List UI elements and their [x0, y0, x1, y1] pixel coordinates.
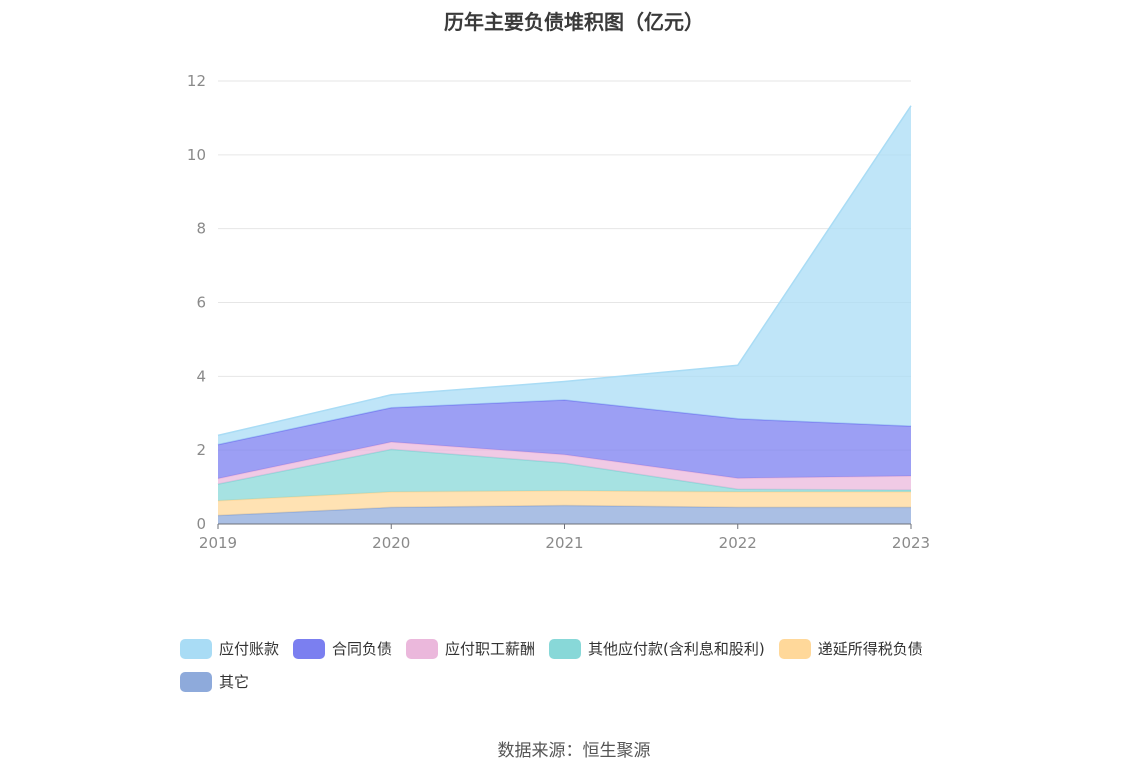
- legend-swatch: [778, 638, 811, 659]
- legend-item[interactable]: 合同负债: [293, 638, 392, 659]
- chart-title: 历年主要负债堆积图（亿元）: [444, 10, 704, 34]
- x-tick-label: 2022: [719, 534, 757, 552]
- series-area-4[interactable]: [218, 399, 911, 479]
- y-tick-label: 10: [187, 146, 206, 164]
- legend-swatch: [406, 638, 439, 659]
- legend-label: 递延所得税负债: [817, 640, 923, 658]
- x-tick-label: 2023: [892, 534, 930, 552]
- series-area-5[interactable]: [218, 105, 911, 445]
- legend-swatch: [180, 638, 212, 659]
- legend-label: 其它: [219, 673, 250, 691]
- x-tick-label: 2019: [199, 534, 237, 552]
- data-source-note: 数据来源：恒生聚源: [497, 741, 651, 761]
- legend-item[interactable]: 递延所得税负债: [778, 638, 923, 659]
- legend-label: 应付账款: [219, 640, 280, 658]
- legend-item[interactable]: 其它: [180, 671, 249, 692]
- y-tick-label: 8: [196, 220, 206, 238]
- y-tick-label: 2: [196, 441, 206, 459]
- legend: 应付账款 合同负债 应付职工薪酬 其他应付款(含利息和股利) 递延所得税负债其它: [180, 638, 1000, 704]
- legend-item[interactable]: 应付职工薪酬: [406, 638, 535, 659]
- legend-swatch: [549, 638, 582, 659]
- y-tick-label: 6: [196, 294, 206, 312]
- y-tick-label: 12: [187, 72, 206, 90]
- legend-label: 应付职工薪酬: [445, 640, 536, 658]
- y-tick-label: 4: [196, 367, 206, 385]
- series-line-5: [217, 105, 912, 437]
- axes: 0 2 4 6 8 10 12 2019 2020 2021 2022 2023: [187, 72, 930, 552]
- legend-label: 合同负债: [332, 640, 393, 658]
- legend-label: 其他应付款(含利息和股利): [588, 640, 765, 658]
- legend-swatch: [293, 638, 326, 659]
- y-tick-label: 0: [196, 515, 206, 533]
- series-area-0[interactable]: [218, 505, 911, 524]
- series-area-2[interactable]: [218, 449, 911, 501]
- series-area-1[interactable]: [218, 490, 911, 516]
- legend-item[interactable]: 其他应付款(含利息和股利): [549, 638, 765, 659]
- legend-item[interactable]: 应付账款: [180, 638, 279, 659]
- stacked-area-chart: 0 2 4 6 8 10 12 2019 2020 2021 2022 2023: [187, 72, 930, 552]
- legend-swatch: [180, 671, 212, 692]
- x-tick-label: 2020: [372, 534, 410, 552]
- area-series: [217, 105, 912, 524]
- x-tick-label: 2021: [545, 534, 583, 552]
- series-area-3[interactable]: [218, 442, 911, 491]
